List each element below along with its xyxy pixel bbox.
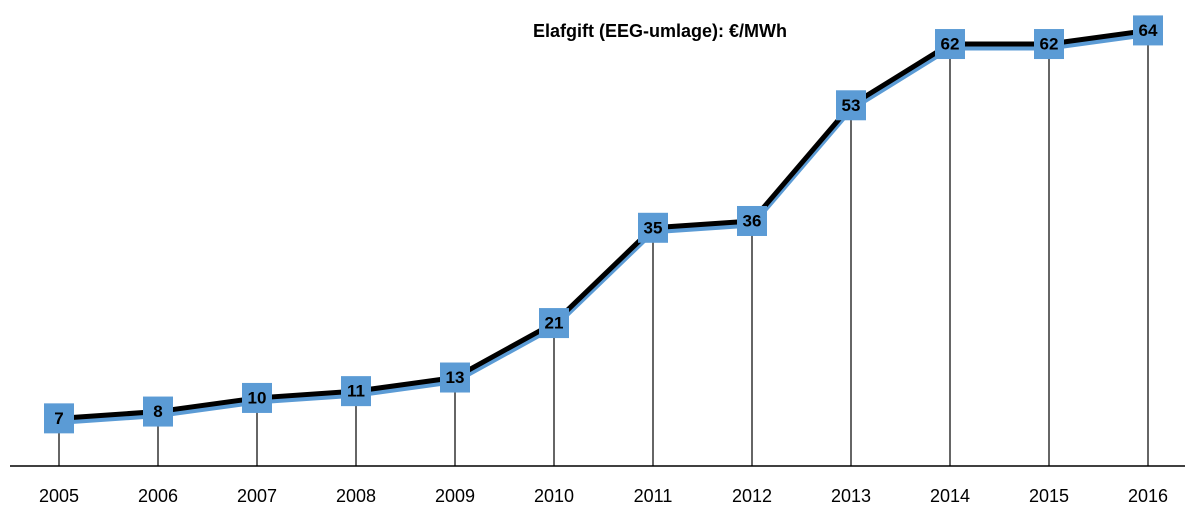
x-tick-label: 2005 (39, 486, 79, 506)
x-tick-label: 2008 (336, 486, 376, 506)
marker (440, 362, 470, 393)
marker (935, 29, 965, 60)
data-label: 62 (941, 35, 960, 54)
line (58, 27, 1149, 421)
x-tick-label: 2010 (534, 486, 574, 506)
x-tick-label: 2016 (1128, 486, 1168, 506)
data-label: 8 (153, 402, 162, 421)
chart-title: Elafgift (EEG-umlage): €/MWh (533, 21, 787, 41)
marker (737, 205, 767, 236)
marker (44, 403, 74, 434)
x-tick-label: 2014 (930, 486, 970, 506)
x-tick-label: 2007 (237, 486, 277, 506)
data-label: 11 (347, 382, 365, 401)
data-label: 53 (842, 96, 861, 115)
marker (242, 382, 272, 413)
marker (539, 308, 569, 339)
data-label: 36 (743, 211, 762, 230)
data-label: 13 (446, 368, 465, 387)
marker (836, 90, 866, 121)
x-tick-label: 2013 (831, 486, 871, 506)
x-tick-label: 2012 (732, 486, 772, 506)
marker (341, 376, 371, 407)
line-shadow (58, 31, 1149, 425)
data-label: 35 (644, 218, 663, 237)
marker (638, 212, 668, 243)
data-label: 64 (1139, 21, 1158, 40)
x-tick-label: 2015 (1029, 486, 1069, 506)
x-tick-label: 2011 (634, 486, 673, 506)
data-label: 62 (1040, 35, 1059, 54)
marker (1034, 29, 1064, 60)
data-label: 21 (545, 314, 564, 333)
data-label: 10 (248, 388, 267, 407)
data-label: 7 (54, 409, 63, 428)
marker (143, 396, 173, 427)
marker (1133, 15, 1163, 46)
x-tick-label: 2009 (435, 486, 475, 506)
x-tick-label: 2006 (138, 486, 178, 506)
